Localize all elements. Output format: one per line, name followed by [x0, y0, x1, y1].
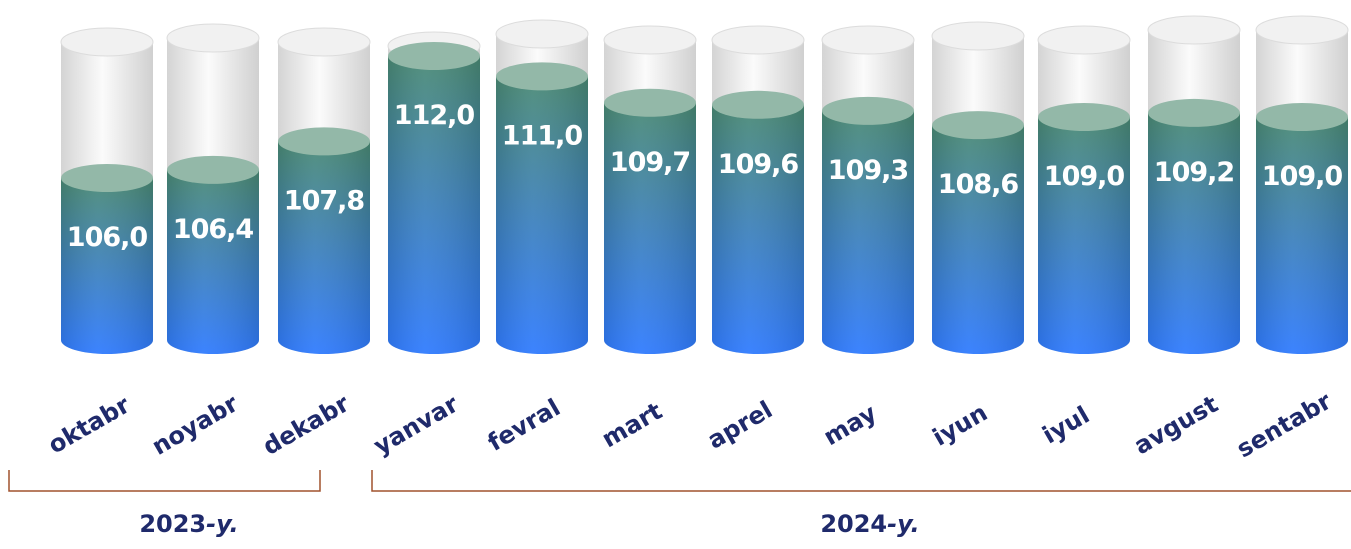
glass-cap: [603, 25, 697, 55]
value-label-avgust: 109,2: [1154, 157, 1234, 188]
value-label-dekabr: 107,8: [284, 185, 365, 216]
category-label-aprel: aprel: [703, 396, 777, 455]
value-label-yanvar: 112,0: [394, 100, 475, 131]
value-label-aprel: 109,6: [718, 149, 799, 180]
bar-shading: [932, 125, 1024, 354]
bar-shading: [496, 76, 588, 354]
bar-may: 109,3: [821, 25, 915, 355]
glass-cap: [166, 23, 260, 53]
year-brackets: [8, 470, 1351, 492]
bar-shading: [1256, 117, 1348, 354]
glass-cap: [1037, 25, 1131, 55]
bar-cap: [388, 42, 480, 70]
bracket-2023: [8, 470, 321, 492]
value-label-mart: 109,7: [610, 147, 690, 178]
glass-cap: [1255, 15, 1349, 45]
category-label-avgust: avgust: [1129, 390, 1223, 460]
value-label-iyun: 108,6: [938, 169, 1019, 200]
value-label-iyul: 109,0: [1044, 161, 1125, 192]
bar-shading: [61, 178, 153, 354]
category-label-noyabr: noyabr: [147, 389, 243, 461]
bar-oktabr: 106,0: [60, 27, 154, 354]
bar-avgust: 109,2: [1147, 15, 1241, 354]
bar-shading: [1038, 117, 1130, 354]
value-label-sentabr: 109,0: [1262, 161, 1343, 192]
bar-dekabr: 107,8: [277, 27, 371, 354]
bar-yanvar: 112,0: [387, 31, 481, 354]
bar-shading: [1148, 112, 1240, 354]
bar-cap: [712, 90, 804, 119]
bar-shading: [167, 169, 259, 354]
bar-cap: [167, 155, 259, 184]
bar-aprel: 109,6: [711, 25, 805, 354]
bar-cap: [604, 88, 696, 117]
glass-cap: [1147, 15, 1241, 45]
bar-sentabr: 109,0: [1255, 15, 1349, 354]
glass-cap: [711, 25, 805, 55]
bars: 106,0 106,4 107,8 112,0 111,0 109,7 109,6 109,3…: [60, 15, 1349, 355]
bar-cap: [1256, 103, 1348, 131]
glass-cap: [931, 21, 1025, 51]
year-label-2024: 2024-y.: [820, 510, 920, 538]
bar-cap: [278, 127, 370, 156]
bar-shading: [822, 110, 914, 355]
category-label-iyul: iyul: [1038, 401, 1095, 450]
category-label-may: may: [819, 399, 882, 451]
category-label-sentabr: sentabr: [1232, 387, 1336, 463]
value-label-noyabr: 106,4: [173, 214, 254, 245]
bar-cap: [1038, 103, 1130, 131]
category-label-fevral: fevral: [483, 393, 565, 457]
bar-shading: [604, 102, 696, 355]
bracket-2024: [371, 470, 1351, 492]
bar-cap: [496, 62, 588, 91]
bar-cap: [932, 111, 1024, 140]
glass-cap: [495, 19, 589, 49]
bar-cap: [1148, 98, 1240, 127]
bar-noyabr: 106,4: [166, 23, 260, 354]
bar-iyun: 108,6: [931, 21, 1025, 354]
category-label-dekabr: dekabr: [258, 389, 354, 461]
glass-cap: [277, 27, 371, 57]
bar-cap: [822, 96, 914, 125]
value-label-fevral: 111,0: [502, 120, 583, 151]
value-label-may: 109,3: [828, 155, 908, 186]
bar-shading: [278, 141, 370, 354]
value-label-oktabr: 106,0: [67, 222, 148, 253]
category-label-oktabr: oktabr: [43, 391, 134, 460]
category-labels: oktabr noyabr dekabr yanvar fevral mart aprel m…: [43, 387, 1336, 463]
bar-shading: [712, 104, 804, 354]
bar-fevral: 111,0: [495, 19, 589, 354]
category-label-mart: mart: [597, 397, 667, 454]
glass-cap: [821, 25, 915, 55]
category-label-yanvar: yanvar: [369, 390, 463, 461]
category-label-iyun: iyun: [928, 398, 992, 451]
glass-cap: [60, 27, 154, 57]
bar-shading: [388, 56, 480, 354]
year-label-2023: 2023-y.: [139, 510, 239, 538]
bar-mart: 109,7: [603, 25, 697, 355]
bar-iyul: 109,0: [1037, 25, 1131, 354]
bar-cap: [61, 164, 153, 192]
